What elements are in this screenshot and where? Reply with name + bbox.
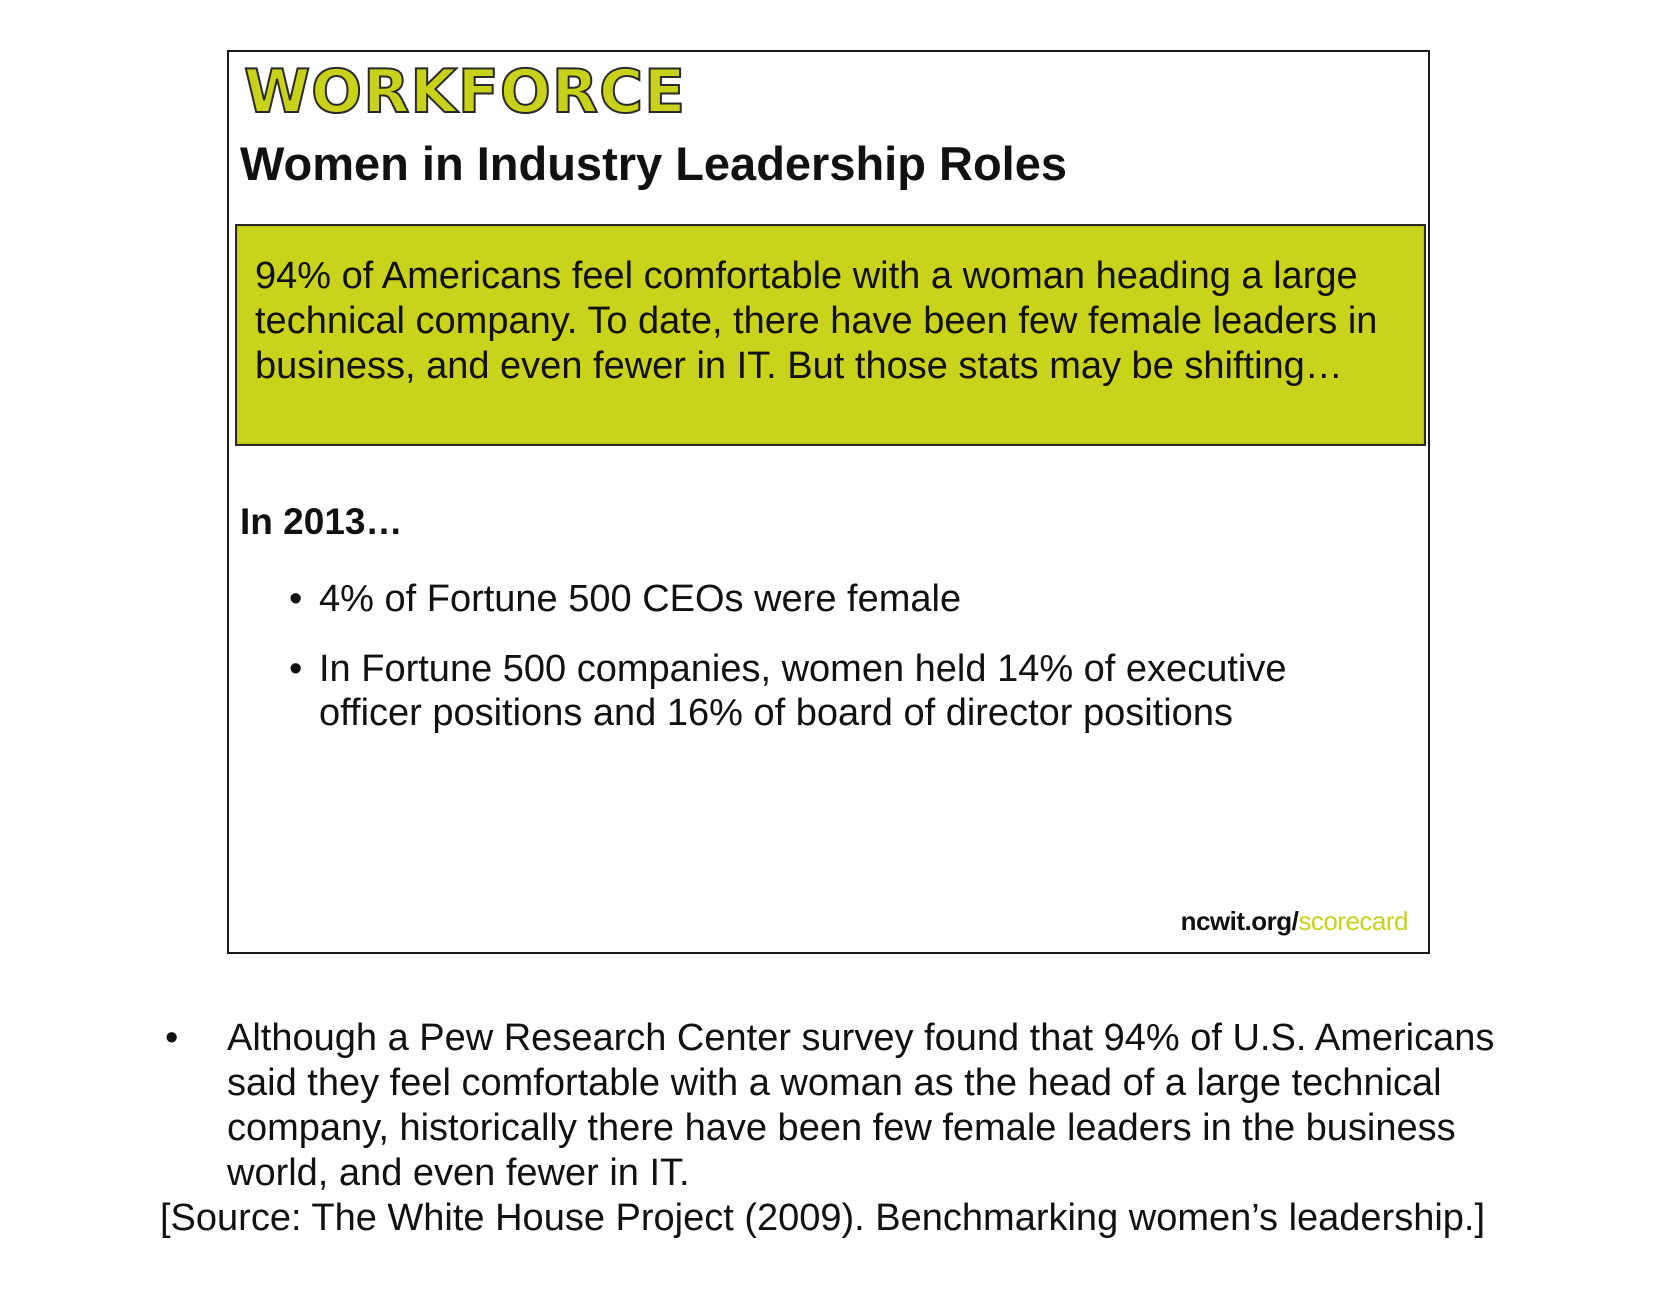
stats-list-item: • In Fortune 500 companies, women held 1… — [289, 647, 1389, 735]
note-source: [Source: The White House Project (2009).… — [160, 1197, 1486, 1239]
section-label: WORKFORCE — [243, 56, 687, 128]
callout-box: 94% of Americans feel comfortable with a… — [235, 224, 1426, 446]
stats-list: • 4% of Fortune 500 CEOs were female • I… — [289, 577, 1389, 761]
stats-list-item-text: 4% of Fortune 500 CEOs were female — [319, 578, 962, 620]
slide-frame: WORKFORCE Women in Industry Leadership R… — [227, 50, 1430, 954]
slide-title: Women in Industry Leadership Roles — [240, 137, 1067, 190]
footer-url-domain: ncwit.org/ — [1180, 906, 1299, 936]
note-text: Although a Pew Research Center survey fo… — [227, 1017, 1495, 1194]
speaker-note: • Although a Pew Research Center survey … — [160, 1016, 1560, 1241]
callout-text: 94% of Americans feel comfortable with a… — [255, 255, 1378, 387]
footer-url-path: scorecard — [1298, 906, 1408, 936]
year-heading: In 2013… — [240, 501, 403, 542]
bullet-dot: • — [289, 578, 303, 620]
footer-url: ncwit.org/scorecard — [1180, 906, 1409, 936]
bullet-dot: • — [289, 648, 303, 690]
note-bullet: • Although a Pew Research Center survey … — [160, 1016, 1560, 1196]
stats-list-item: • 4% of Fortune 500 CEOs were female — [289, 577, 1389, 621]
stats-list-item-text: In Fortune 500 companies, women held 14%… — [319, 648, 1287, 734]
note-bullet-dot: • — [165, 1017, 179, 1059]
